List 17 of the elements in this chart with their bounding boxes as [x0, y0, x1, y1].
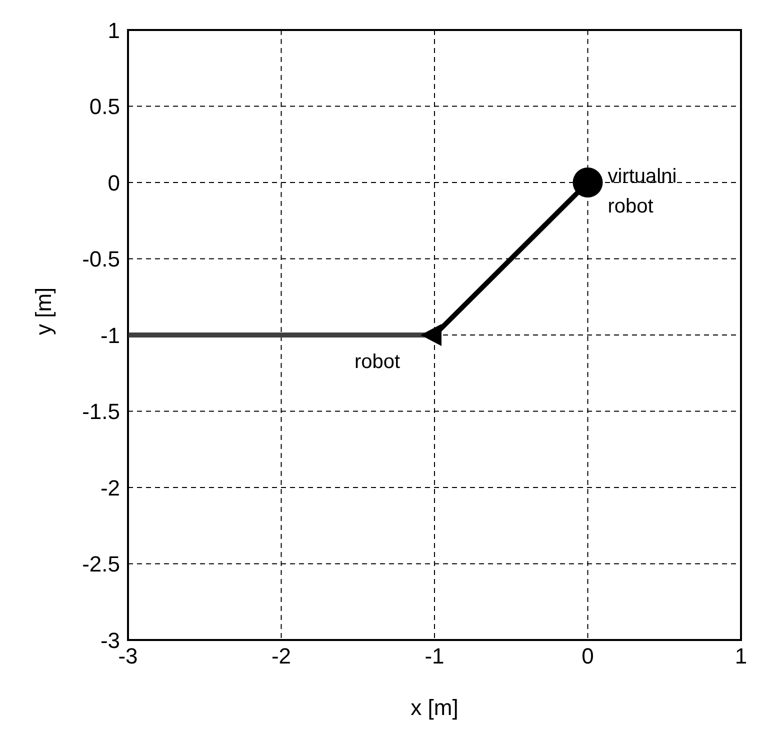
x-tick-label: 1	[734, 644, 748, 669]
y-tick-label: 1	[108, 18, 120, 43]
annotation: robot	[354, 351, 401, 373]
annotation: virtualni robot	[608, 166, 677, 218]
x-tick-label: -2	[271, 644, 292, 669]
y-tick-label: -0.5	[82, 246, 120, 272]
y-tick-label: 0	[108, 170, 120, 196]
x-tick-label: -1	[424, 644, 444, 669]
y-tick-label: -2	[100, 475, 120, 500]
y-tick-label: -2.5	[82, 552, 120, 577]
x-tick-label: 0	[582, 644, 594, 669]
y-tick-label: -1	[100, 322, 120, 348]
y-tick-label: -3	[100, 628, 120, 653]
y-tick-label: 0.5	[89, 94, 120, 120]
y-tick-label: -1.5	[82, 399, 120, 424]
y-axis-title: y [m]	[30, 287, 56, 335]
x-axis-title: x [m]	[410, 695, 458, 720]
